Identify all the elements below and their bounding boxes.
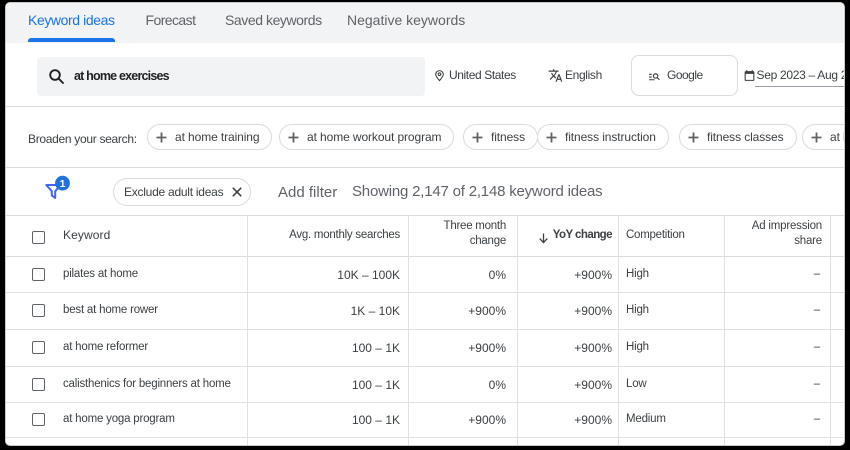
- svg-text:1: 1: [60, 178, 66, 190]
